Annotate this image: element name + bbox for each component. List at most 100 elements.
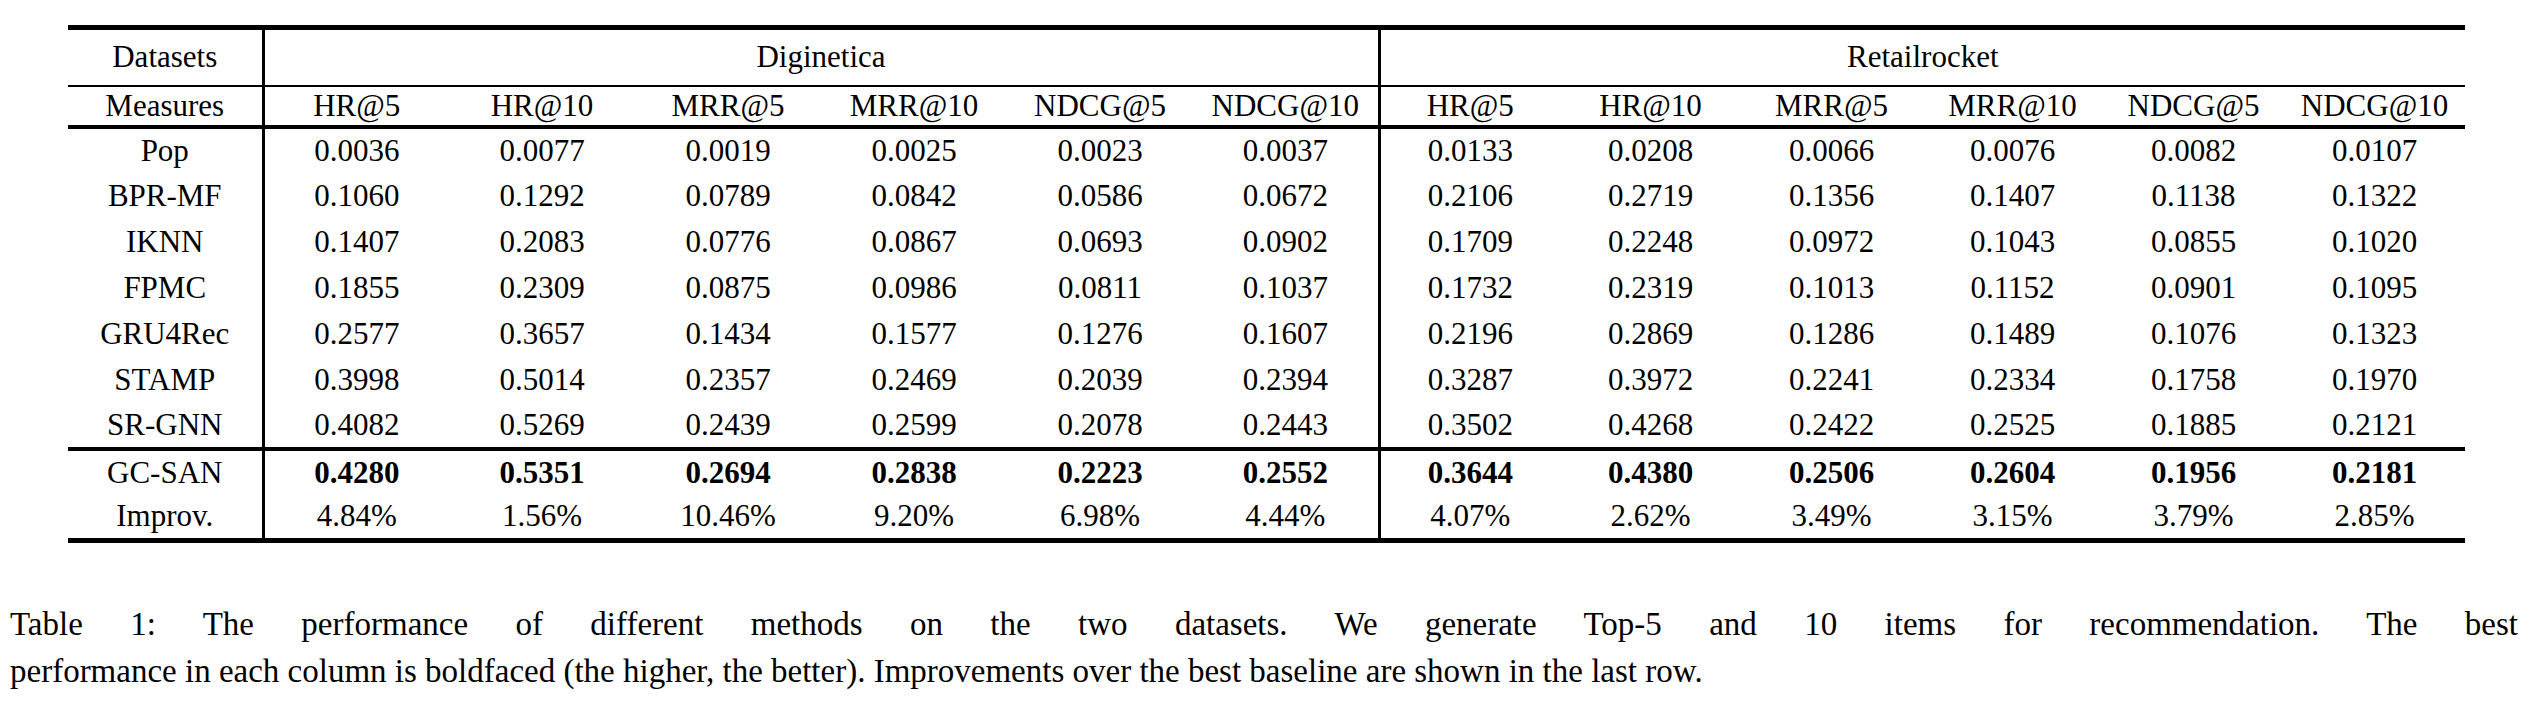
metric-value: 4.07% xyxy=(1379,495,1560,541)
metric-value: 0.1095 xyxy=(2284,265,2465,311)
metric-value: 0.2552 xyxy=(1193,449,1379,495)
metric-value: 0.3502 xyxy=(1379,403,1560,449)
metric-value: 0.0901 xyxy=(2103,265,2284,311)
metric-value: 0.2196 xyxy=(1379,311,1560,357)
measure-header-hr-at-5: HR@5 xyxy=(263,86,449,127)
metric-value: 0.1286 xyxy=(1741,311,1922,357)
metric-value: 0.1138 xyxy=(2103,173,2284,219)
metric-value: 0.2694 xyxy=(635,449,821,495)
metric-value: 3.49% xyxy=(1741,495,1922,541)
metric-value: 0.0037 xyxy=(1193,127,1379,173)
metric-value: 0.2719 xyxy=(1560,173,1741,219)
method-label: STAMP xyxy=(68,357,263,403)
metric-value: 0.2121 xyxy=(2284,403,2465,449)
metric-value: 0.0107 xyxy=(2284,127,2465,173)
metric-value: 0.2525 xyxy=(1922,403,2103,449)
method-label: IKNN xyxy=(68,219,263,265)
measure-header-hr-at-10: HR@10 xyxy=(1560,86,1741,127)
metric-value: 0.1037 xyxy=(1193,265,1379,311)
metric-value: 0.0133 xyxy=(1379,127,1560,173)
metric-value: 2.85% xyxy=(2284,495,2465,541)
metric-value: 0.1732 xyxy=(1379,265,1560,311)
metric-value: 0.2422 xyxy=(1741,403,1922,449)
measure-header-mrr-at-5: MRR@5 xyxy=(635,86,821,127)
metric-value: 0.1292 xyxy=(449,173,635,219)
method-label: Improv. xyxy=(68,495,263,541)
table-row-sr-gnn: SR-GNN0.40820.52690.24390.25990.20780.24… xyxy=(68,403,2465,449)
measure-header-ndcg-at-5: NDCG@5 xyxy=(2103,86,2284,127)
metric-value: 0.2083 xyxy=(449,219,635,265)
datasets-corner-label: Datasets xyxy=(68,28,263,86)
measure-header-mrr-at-10: MRR@10 xyxy=(1922,86,2103,127)
metric-value: 0.1758 xyxy=(2103,357,2284,403)
method-label: GRU4Rec xyxy=(68,311,263,357)
metric-value: 9.20% xyxy=(821,495,1007,541)
dataset-group-diginetica: Diginetica xyxy=(263,28,1379,86)
metric-value: 0.2506 xyxy=(1741,449,1922,495)
metric-value: 0.0066 xyxy=(1741,127,1922,173)
metric-value: 0.2319 xyxy=(1560,265,1741,311)
table-row-gc-san: GC-SAN0.42800.53510.26940.28380.22230.25… xyxy=(68,449,2465,495)
table-row-bpr-mf: BPR-MF0.10600.12920.07890.08420.05860.06… xyxy=(68,173,2465,219)
metric-value: 0.0972 xyxy=(1741,219,1922,265)
table-caption: Table 1: The performance of different me… xyxy=(10,601,2518,695)
metric-value: 6.98% xyxy=(1007,495,1193,541)
metric-value: 0.3657 xyxy=(449,311,635,357)
metric-value: 0.3998 xyxy=(263,357,449,403)
metric-value: 0.0776 xyxy=(635,219,821,265)
metric-value: 0.0693 xyxy=(1007,219,1193,265)
metric-value: 0.0586 xyxy=(1007,173,1193,219)
metric-value: 0.0025 xyxy=(821,127,1007,173)
metric-value: 0.1407 xyxy=(263,219,449,265)
table-row-gru4rec: GRU4Rec0.25770.36570.14340.15770.12760.1… xyxy=(68,311,2465,357)
metric-value: 0.1407 xyxy=(1922,173,2103,219)
metric-value: 0.4280 xyxy=(263,449,449,495)
metric-value: 0.2106 xyxy=(1379,173,1560,219)
metric-value: 0.1956 xyxy=(2103,449,2284,495)
metric-value: 0.1076 xyxy=(2103,311,2284,357)
metric-value: 0.0789 xyxy=(635,173,821,219)
metric-value: 0.2357 xyxy=(635,357,821,403)
metric-value: 0.1855 xyxy=(263,265,449,311)
metric-value: 1.56% xyxy=(449,495,635,541)
metric-value: 0.1885 xyxy=(2103,403,2284,449)
metric-value: 0.2078 xyxy=(1007,403,1193,449)
metric-value: 0.2181 xyxy=(2284,449,2465,495)
metric-value: 0.2309 xyxy=(449,265,635,311)
metric-value: 0.1152 xyxy=(1922,265,2103,311)
metric-value: 0.2577 xyxy=(263,311,449,357)
table-row-iknn: IKNN0.14070.20830.07760.08670.06930.0902… xyxy=(68,219,2465,265)
metric-value: 0.4380 xyxy=(1560,449,1741,495)
metric-value: 0.0023 xyxy=(1007,127,1193,173)
metric-value: 0.5351 xyxy=(449,449,635,495)
metric-value: 3.15% xyxy=(1922,495,2103,541)
metric-value: 0.0036 xyxy=(263,127,449,173)
metric-value: 0.0875 xyxy=(635,265,821,311)
metric-value: 0.1577 xyxy=(821,311,1007,357)
metric-value: 0.0019 xyxy=(635,127,821,173)
measure-header-hr-at-10: HR@10 xyxy=(449,86,635,127)
metric-value: 0.0077 xyxy=(449,127,635,173)
metric-value: 0.0811 xyxy=(1007,265,1193,311)
metric-value: 0.1489 xyxy=(1922,311,2103,357)
metric-value: 4.84% xyxy=(263,495,449,541)
metric-value: 0.2443 xyxy=(1193,403,1379,449)
metric-value: 0.2599 xyxy=(821,403,1007,449)
metric-value: 0.2039 xyxy=(1007,357,1193,403)
measure-header-ndcg-at-10: NDCG@10 xyxy=(1193,86,1379,127)
metric-value: 0.0855 xyxy=(2103,219,2284,265)
metric-value: 0.2241 xyxy=(1741,357,1922,403)
method-label: FPMC xyxy=(68,265,263,311)
paper-page: Datasets Diginetica Retailrocket Measure… xyxy=(0,0,2528,718)
table-row-stamp: STAMP0.39980.50140.23570.24690.20390.239… xyxy=(68,357,2465,403)
metric-value: 0.2439 xyxy=(635,403,821,449)
metric-value: 0.1013 xyxy=(1741,265,1922,311)
measure-header-ndcg-at-10: NDCG@10 xyxy=(2284,86,2465,127)
metric-value: 0.2869 xyxy=(1560,311,1741,357)
measure-header-ndcg-at-5: NDCG@5 xyxy=(1007,86,1193,127)
metric-value: 4.44% xyxy=(1193,495,1379,541)
metric-value: 0.0082 xyxy=(2103,127,2284,173)
metric-value: 0.0986 xyxy=(821,265,1007,311)
metric-value: 0.2469 xyxy=(821,357,1007,403)
measures-corner-label: Measures xyxy=(68,86,263,127)
